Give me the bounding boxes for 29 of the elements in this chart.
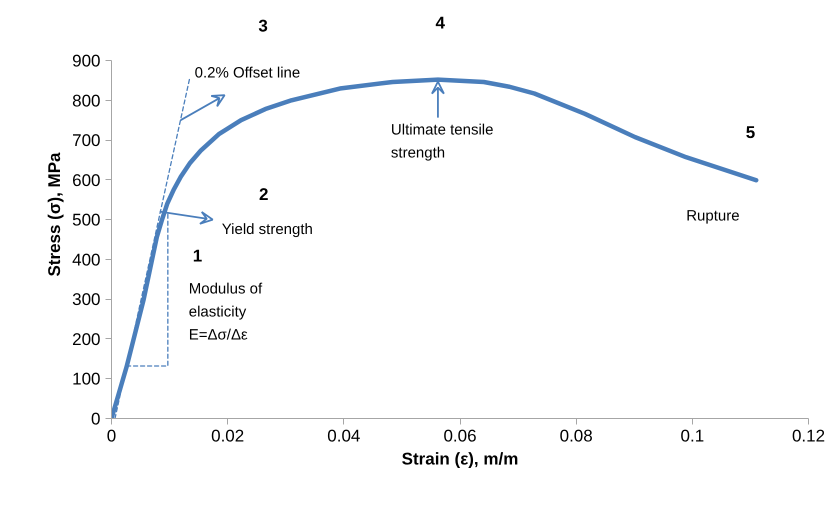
annotation: 2 <box>258 184 268 204</box>
y-tick-label: 900 <box>72 52 101 70</box>
y-tick-label: 500 <box>72 210 101 230</box>
annotation: Yield strength <box>222 221 313 238</box>
y-tick-label: 300 <box>72 290 101 310</box>
y-tick-label: 400 <box>72 250 101 270</box>
x-tick-label: 0.06 <box>443 426 477 446</box>
x-tick-label: 0.08 <box>560 426 593 446</box>
y-tick-label: 100 <box>72 370 101 389</box>
y-tick-label: 800 <box>72 91 101 110</box>
x-tick-label: 0.12 <box>792 426 826 446</box>
y-tick-label: 200 <box>72 330 101 349</box>
annotation: Rupture <box>686 208 740 225</box>
x-tick-label: 0 <box>106 426 116 446</box>
y-tick-label: 600 <box>72 170 101 190</box>
y-tick-label: 700 <box>72 131 101 150</box>
text: 4 <box>436 13 446 32</box>
annotation: Ultimate tensile strength <box>390 122 494 162</box>
x-tick-label: 0.02 <box>211 426 244 446</box>
y-tick-label: 0 <box>91 410 101 428</box>
x-axis-title: Strain (ε), m/m <box>402 450 518 468</box>
x-tick-label: 0.1 <box>680 426 704 446</box>
annotation: 1 <box>192 246 202 266</box>
annotation: 5 <box>746 123 756 142</box>
annotation: 0.2% Offset line <box>194 64 300 82</box>
y-axis-title: Stress (σ), MPa <box>45 152 64 277</box>
x-tick-label: 0.04 <box>327 426 360 446</box>
text: 3 <box>258 16 268 36</box>
annotation: Modulus of elasticity E=Δσ/Δε <box>188 280 263 344</box>
